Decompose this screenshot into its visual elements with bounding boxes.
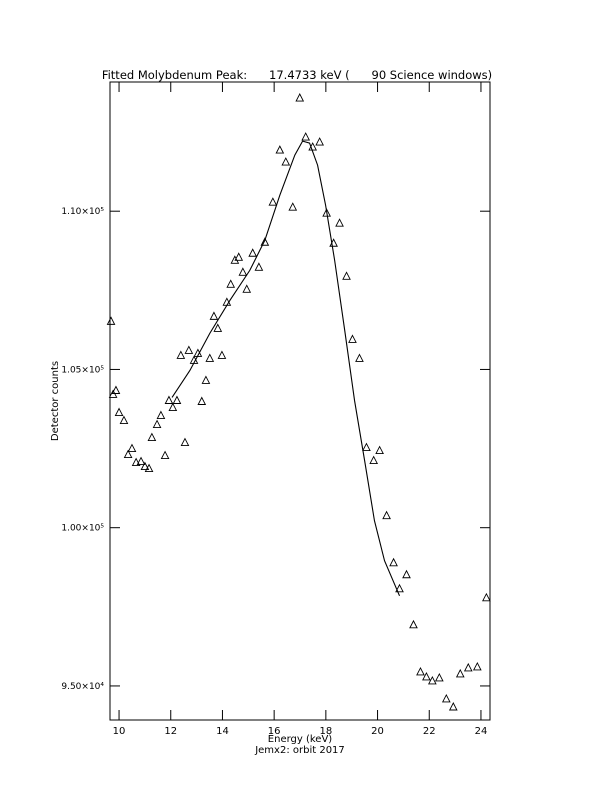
data-point bbox=[205, 353, 215, 362]
data-point bbox=[342, 271, 351, 280]
data-point bbox=[127, 443, 137, 453]
plot-frame bbox=[109, 81, 491, 721]
data-point bbox=[448, 702, 458, 711]
data-point bbox=[108, 389, 118, 398]
data-point bbox=[472, 661, 482, 671]
data-point bbox=[144, 463, 154, 473]
data-point bbox=[416, 666, 425, 676]
data-point bbox=[254, 262, 264, 271]
data-point bbox=[322, 208, 331, 217]
x-tick-label: 16 bbox=[268, 726, 281, 737]
data-point bbox=[281, 157, 291, 166]
data-point bbox=[463, 662, 473, 672]
data-point bbox=[375, 445, 384, 455]
data-point bbox=[111, 385, 121, 394]
data-point bbox=[230, 255, 240, 264]
x-tick-label: 24 bbox=[475, 726, 488, 737]
data-point bbox=[123, 449, 133, 459]
y-tick-label: 9.50×10⁴ bbox=[61, 682, 104, 692]
data-point bbox=[114, 407, 124, 416]
x-tick-label: 22 bbox=[423, 726, 436, 737]
data-point bbox=[197, 396, 207, 405]
data-point bbox=[362, 442, 371, 452]
data-point bbox=[238, 267, 248, 276]
data-point bbox=[482, 592, 491, 602]
data-point bbox=[288, 202, 298, 211]
data-point bbox=[147, 432, 157, 442]
data-point bbox=[434, 672, 444, 682]
data-point bbox=[184, 345, 194, 354]
data-point bbox=[248, 248, 258, 257]
data-point bbox=[164, 395, 174, 404]
data-point bbox=[369, 455, 379, 465]
y-axis-label: Detector counts bbox=[50, 361, 61, 441]
x-tick-label: 10 bbox=[113, 726, 126, 737]
data-point bbox=[172, 395, 182, 404]
data-point bbox=[295, 93, 305, 102]
data-point bbox=[152, 419, 162, 428]
data-point bbox=[268, 197, 278, 206]
data-point bbox=[131, 457, 141, 467]
data-point bbox=[441, 693, 451, 703]
data-point bbox=[168, 402, 178, 411]
data-point bbox=[201, 375, 211, 384]
data-point bbox=[136, 456, 146, 466]
data-point bbox=[140, 461, 150, 471]
data-point bbox=[348, 334, 357, 343]
x-tick-label: 20 bbox=[371, 726, 384, 737]
data-point bbox=[301, 132, 311, 141]
data-point bbox=[209, 311, 219, 320]
data-point bbox=[455, 668, 465, 678]
data-point bbox=[106, 316, 116, 325]
data-point bbox=[275, 145, 285, 154]
data-point bbox=[315, 137, 324, 146]
data-point bbox=[428, 675, 437, 685]
x-axis-label: Energy (keV) bbox=[268, 734, 333, 745]
data-point bbox=[176, 350, 186, 359]
y-tick-label: 1.00×10⁵ bbox=[61, 524, 104, 534]
data-point bbox=[382, 510, 391, 520]
data-point bbox=[180, 437, 190, 447]
x-tick-label: 14 bbox=[216, 726, 229, 737]
data-point bbox=[119, 415, 129, 424]
data-point bbox=[213, 323, 223, 332]
data-point bbox=[234, 252, 244, 261]
data-point bbox=[260, 237, 270, 246]
data-point bbox=[389, 557, 398, 567]
data-point bbox=[226, 279, 236, 288]
data-point bbox=[156, 410, 166, 419]
data-point bbox=[242, 284, 252, 293]
fit-line bbox=[171, 140, 401, 597]
data-point bbox=[402, 569, 411, 579]
subtitle: Jemx2: orbit 2017 bbox=[254, 745, 345, 756]
data-point bbox=[355, 353, 364, 362]
data-point bbox=[335, 218, 344, 227]
x-tick-label: 12 bbox=[164, 726, 177, 737]
data-point bbox=[395, 583, 404, 593]
data-point bbox=[422, 671, 431, 681]
x-tick-label: 18 bbox=[319, 726, 332, 737]
y-tick-label: 1.10×10⁵ bbox=[61, 207, 104, 217]
y-tick-label: 1.05×10⁵ bbox=[61, 365, 104, 375]
data-point bbox=[160, 450, 170, 460]
data-point bbox=[409, 619, 418, 629]
data-point bbox=[217, 350, 227, 359]
chart-title: Fitted Molybdenum Peak: 17.4733 keV ( 90… bbox=[102, 68, 492, 82]
